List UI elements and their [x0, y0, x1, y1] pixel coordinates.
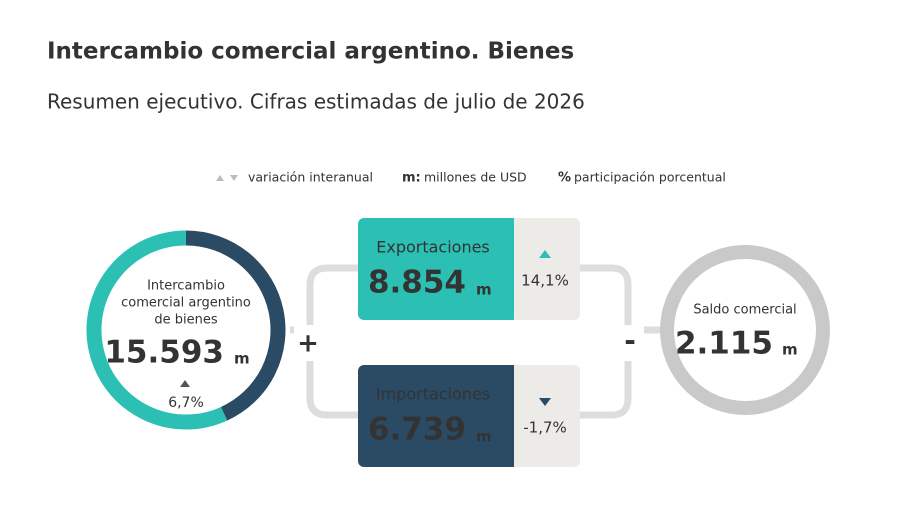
imports-box-edge — [506, 365, 514, 467]
balance-value: 2.115 — [675, 326, 773, 362]
plus: + — [297, 329, 319, 359]
legend-text: variación interanual — [248, 170, 373, 185]
minus: - — [624, 324, 636, 357]
total-label: Intercambio — [147, 279, 225, 294]
total-unit: m — [234, 350, 250, 368]
bracket — [290, 264, 358, 419]
up-arrow — [180, 380, 190, 387]
up-arrow — [539, 250, 551, 258]
donut — [86, 230, 286, 430]
imports-value: 6.739 — [368, 412, 466, 448]
legend-symbol: % — [558, 171, 571, 186]
imports-change: -1,7% — [523, 419, 567, 437]
exports-unit: m — [476, 281, 492, 299]
balance-ring — [660, 245, 830, 415]
legend-arrows — [216, 175, 238, 181]
balance-unit: m — [782, 341, 798, 359]
legend-symbol: m: — [402, 171, 421, 186]
exports-label: Exportaciones — [376, 238, 490, 257]
legend-text: millones de USD — [424, 170, 527, 185]
imports-arc — [185, 230, 286, 421]
down-arrow — [539, 398, 551, 406]
total-change: 6,7% — [168, 395, 204, 411]
imports-box — [358, 365, 514, 467]
imports-unit: m — [476, 428, 492, 446]
imports-label: Importaciones — [376, 385, 490, 404]
operator-bg — [616, 325, 644, 361]
exports-value: 8.854 — [368, 265, 466, 301]
total-label: de bienes — [154, 313, 217, 328]
change-box — [510, 218, 580, 320]
exports-arc — [86, 230, 228, 430]
change-box — [510, 365, 580, 467]
exports-box-edge — [506, 218, 514, 320]
legend-text: participación porcentual — [574, 170, 726, 185]
operator-bg — [294, 325, 322, 361]
exports-box — [358, 218, 514, 320]
balance-label: Saldo comercial — [693, 303, 796, 318]
subtitle: Resumen ejecutivo. Cifras estimadas de j… — [47, 90, 585, 114]
exports-change: 14,1% — [521, 272, 569, 290]
total-value: 15.593 — [104, 335, 224, 371]
title: Intercambio comercial argentino. Bienes — [47, 39, 574, 65]
total-label: comercial argentino — [121, 296, 251, 311]
